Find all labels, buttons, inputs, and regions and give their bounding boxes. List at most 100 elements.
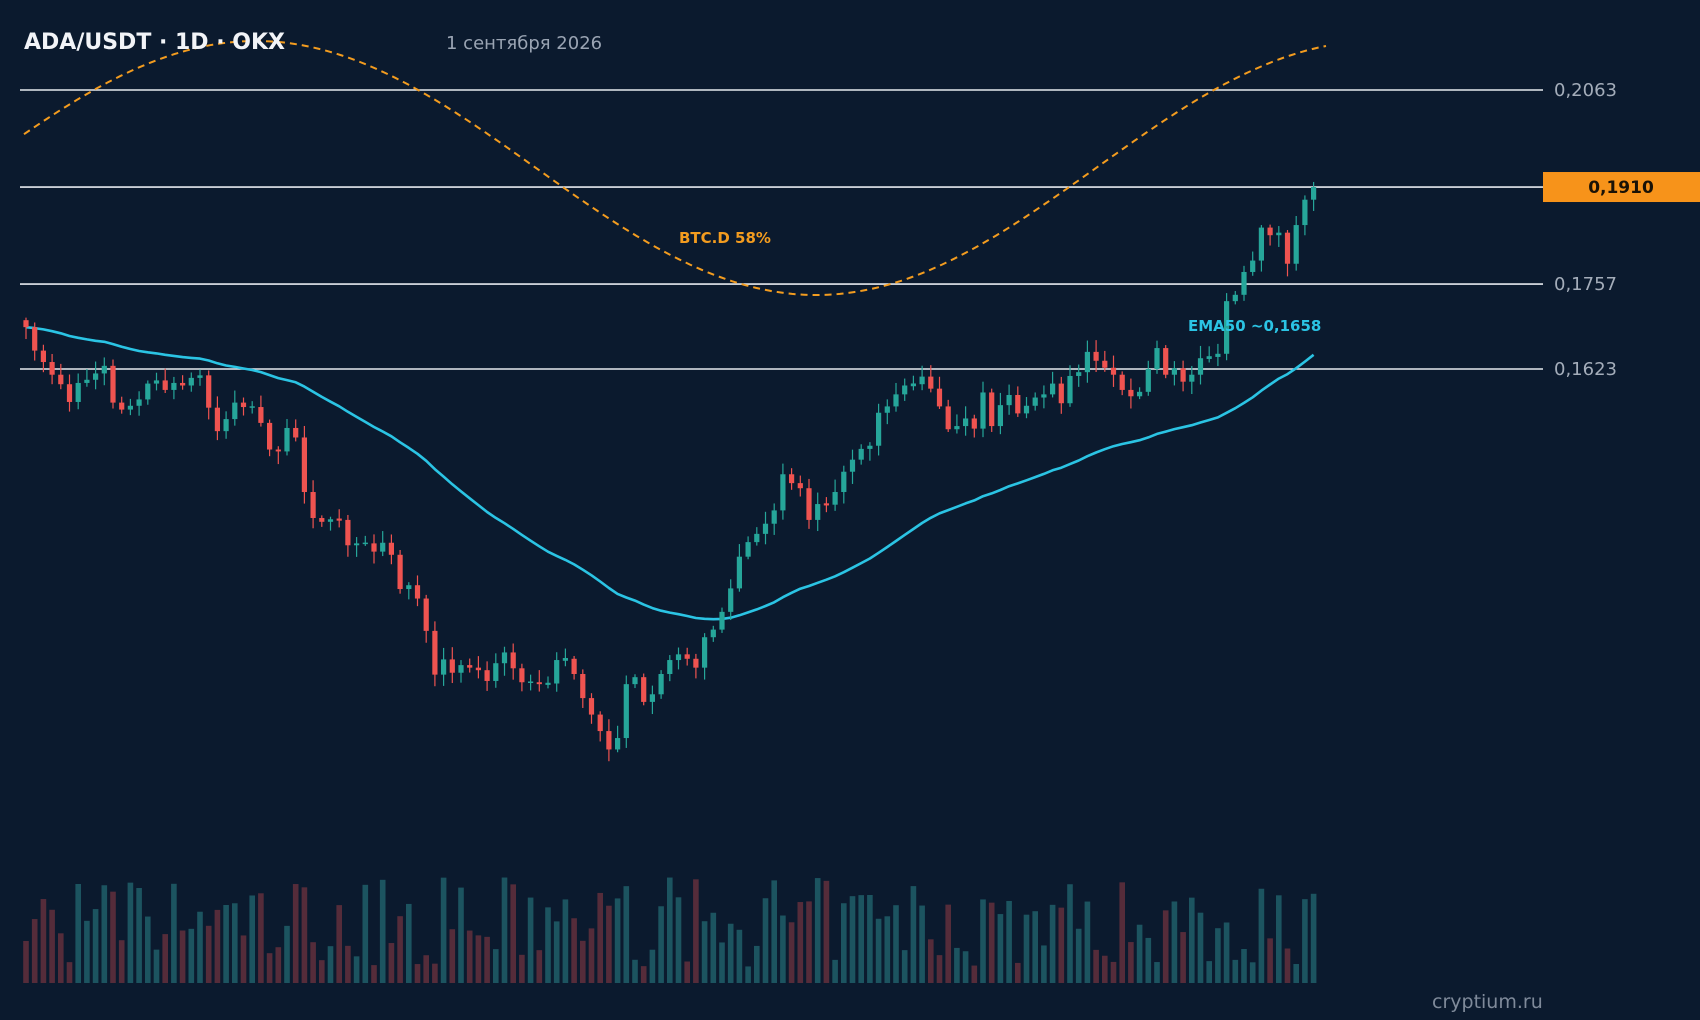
candle-body <box>684 654 690 659</box>
candle-body <box>536 682 542 685</box>
volume-bar <box>971 965 978 983</box>
volume-bar <box>780 915 786 983</box>
candle-body <box>936 388 943 407</box>
candle-body <box>571 658 577 674</box>
candle-body <box>554 660 560 684</box>
candle-body <box>310 492 316 519</box>
candle-body <box>1302 199 1308 226</box>
volume-bar <box>1258 888 1265 983</box>
volume-bar <box>797 902 804 983</box>
candle-body <box>989 392 995 427</box>
volume-bar <box>1023 914 1030 983</box>
volume-bar <box>388 943 395 983</box>
volume-bar <box>188 928 195 983</box>
candle-body <box>849 459 856 472</box>
volume-bar <box>301 887 308 983</box>
candle-body <box>258 407 264 423</box>
volume-bar <box>1154 962 1160 983</box>
candle-body <box>771 510 777 524</box>
volume-bar <box>562 899 569 983</box>
candles <box>23 181 1317 762</box>
volume-bar <box>458 887 464 983</box>
candle-body <box>919 376 925 385</box>
volume-bar <box>249 895 255 983</box>
volume-bar <box>145 916 151 983</box>
volume-bar <box>667 877 673 983</box>
volume-bar <box>849 896 856 983</box>
candle-body <box>441 659 447 675</box>
candle-body <box>110 365 116 403</box>
volume-bar <box>1197 912 1204 983</box>
candle-body <box>336 518 342 521</box>
candle-body <box>249 406 255 408</box>
volume-bar <box>640 966 647 983</box>
volume-bar <box>371 965 377 983</box>
candle-body <box>1137 391 1143 397</box>
candle-body <box>1189 374 1195 382</box>
volume-bar <box>31 919 38 983</box>
candle-body <box>66 384 73 402</box>
level-label: 0,1757 <box>1554 274 1617 295</box>
volume-bar <box>1249 962 1256 983</box>
volume-bar <box>1041 945 1047 983</box>
candle-body <box>580 673 586 699</box>
volume-bar <box>884 916 891 983</box>
volume-bar <box>945 904 951 983</box>
candle-body <box>406 585 412 590</box>
candle-body <box>180 382 186 386</box>
candle-body <box>449 659 455 673</box>
current-price-tag <box>1543 172 1700 203</box>
volume-bar <box>571 918 577 983</box>
candle-body <box>388 542 394 555</box>
volume-bar <box>379 879 386 983</box>
candle-body <box>145 383 151 400</box>
volume-bar <box>858 895 864 983</box>
candle-body <box>1110 367 1117 375</box>
candle-body <box>980 392 986 429</box>
volume-bar <box>275 947 282 983</box>
candle-body <box>1076 372 1082 376</box>
candle-body <box>623 684 629 739</box>
candle-body <box>1067 375 1073 404</box>
candle-body <box>153 380 160 384</box>
candle-body <box>945 406 951 430</box>
volume-bar <box>432 963 438 983</box>
volume-bar <box>1145 937 1152 983</box>
volume-bar <box>788 922 795 983</box>
candle-body <box>1050 383 1056 395</box>
volume-bar <box>440 877 447 983</box>
candle-body <box>1224 301 1230 354</box>
candle-body <box>736 556 742 589</box>
candle-body <box>1276 232 1282 236</box>
volume-bar <box>771 880 777 983</box>
volume-bar <box>310 942 316 983</box>
volume-bar <box>936 955 943 983</box>
volume-bar <box>545 907 551 983</box>
candle-body <box>1250 260 1256 272</box>
volume-bar <box>1136 924 1143 983</box>
candle-body <box>23 320 29 328</box>
volume-bar <box>588 928 595 983</box>
volume-bar <box>1032 911 1038 983</box>
candle-body <box>562 658 568 661</box>
volume-bar <box>475 935 482 983</box>
candle-body <box>719 611 725 630</box>
volume-bar <box>1206 961 1212 983</box>
candle-body <box>362 542 368 545</box>
candle-body <box>597 714 603 732</box>
candle-body <box>1145 369 1151 392</box>
candle-body <box>119 402 125 410</box>
candle-body <box>928 376 934 389</box>
candle-body <box>49 362 55 375</box>
volume-bar <box>597 892 603 983</box>
candle-body <box>136 399 142 406</box>
candle-body <box>675 654 682 661</box>
candle-body <box>397 554 403 590</box>
volume-bar <box>684 961 690 983</box>
volume-bar <box>92 909 99 983</box>
volume-bar <box>1310 893 1317 983</box>
chart-date: 1 сентября 2026 <box>446 33 602 54</box>
volume-bar <box>893 905 899 983</box>
volume-bar <box>1267 938 1273 983</box>
